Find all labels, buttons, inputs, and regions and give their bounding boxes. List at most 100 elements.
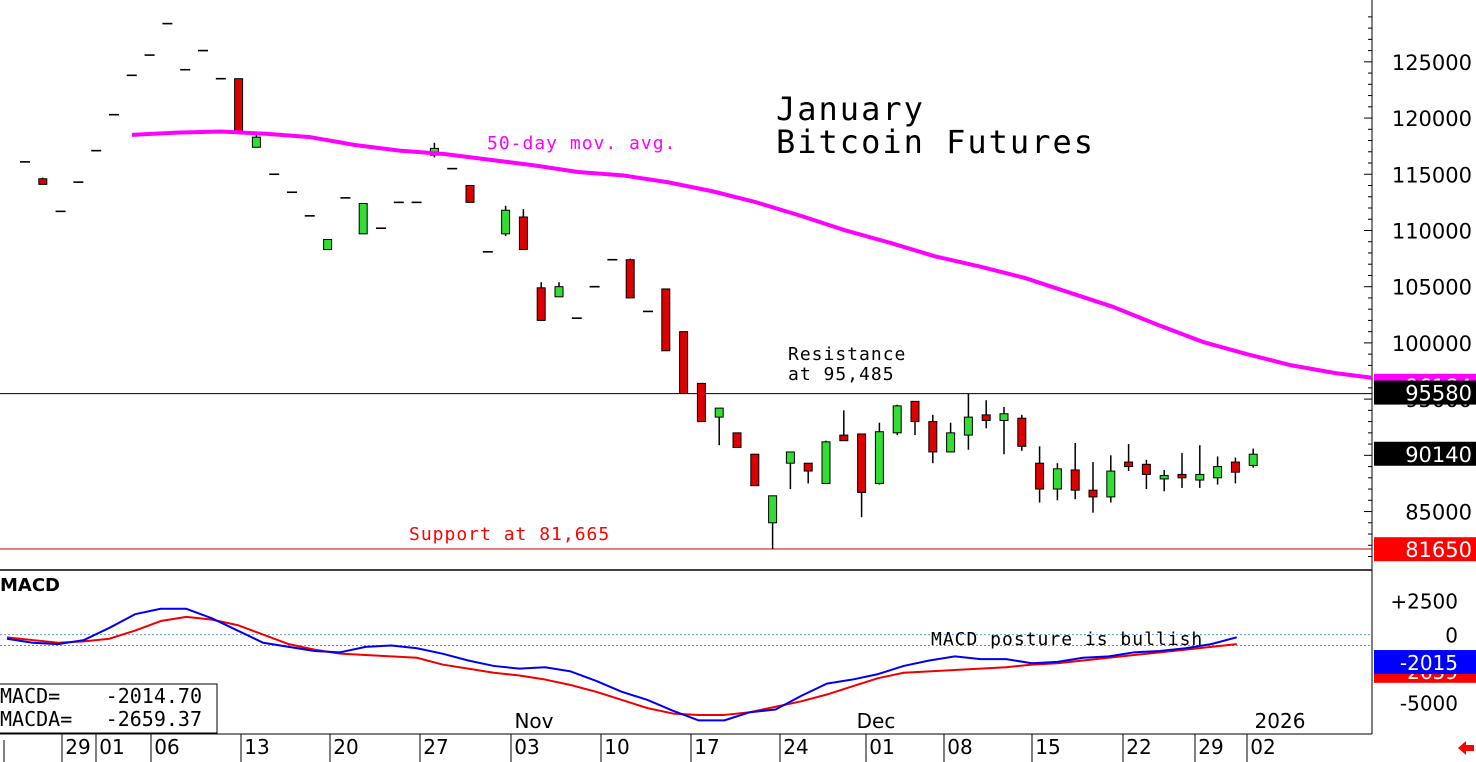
macd-panel-title: MACD: [0, 575, 60, 596]
candle-down: [732, 432, 742, 448]
reference-lines: [0, 393, 1372, 550]
x-tick-label: 06: [154, 735, 179, 759]
macd-annotation: MACD posture is bullish: [931, 629, 1203, 650]
x-tick-label: 22: [1126, 735, 1151, 759]
candle-down: [1230, 461, 1240, 473]
ma-50-line: [131, 129, 1373, 380]
candle-down: [910, 400, 920, 423]
candle-up: [1159, 475, 1169, 480]
candle-up: [1106, 470, 1116, 498]
x-tick-label: 29: [65, 735, 90, 759]
x-tick-label: 13: [244, 735, 269, 759]
price-tick-label: 125000: [1392, 51, 1472, 75]
moving-average-layer: [131, 129, 1373, 380]
x-tick-label: 08: [947, 735, 972, 759]
macd-badge-text: -2015: [1400, 651, 1458, 675]
price-tick-label: 100000: [1392, 332, 1472, 356]
candle-up: [892, 405, 902, 434]
candle-down: [1088, 489, 1098, 498]
candle-up: [714, 407, 724, 418]
macd-readout-label: MACD=: [0, 684, 60, 708]
candle-down: [1141, 463, 1151, 475]
candle-up: [1248, 453, 1258, 466]
x-tick-label: 17: [694, 735, 719, 759]
resistance-annotation-line1: Resistance: [788, 344, 906, 365]
x-tick-label: 01: [99, 735, 124, 759]
candle-up: [1052, 468, 1062, 490]
price-badges: 96184955809014081650: [1374, 373, 1476, 562]
candle-up: [1195, 473, 1205, 481]
candle-down: [1070, 469, 1080, 491]
x-tick-label: 15: [1035, 735, 1060, 759]
candle-up: [963, 416, 973, 436]
candlestick-series: [20, 22, 1258, 550]
candle-up: [785, 451, 795, 464]
macd-readout-box: [0, 683, 218, 734]
price-tick-label: 85000: [1405, 501, 1472, 525]
candle-down: [928, 421, 938, 453]
price-badge-text: 95580: [1405, 382, 1472, 406]
price-tick-label: 120000: [1392, 107, 1472, 131]
candle-up: [501, 209, 511, 235]
price-tick-label: 105000: [1392, 276, 1472, 300]
candle-down: [1017, 417, 1027, 447]
candle-up: [821, 441, 831, 484]
candle-down: [1124, 461, 1134, 468]
candle-up: [1213, 466, 1223, 479]
macd-tick-label: -5000: [1400, 692, 1458, 716]
candle-up: [946, 432, 956, 453]
x-tick-label: 01: [869, 735, 894, 759]
candle-down: [857, 433, 867, 493]
candle-down: [1035, 462, 1045, 490]
candle-up: [874, 431, 884, 484]
candle-down: [625, 259, 635, 299]
price-badge-text: 90140: [1405, 443, 1472, 467]
candle-down: [803, 462, 813, 472]
candle-up: [554, 286, 564, 298]
candle-up: [999, 413, 1009, 421]
candle-down: [679, 331, 689, 394]
macd-series: [6, 607, 1238, 722]
macda-line: [6, 615, 1237, 716]
candle-down: [465, 185, 475, 203]
price-tick-label: 115000: [1392, 163, 1472, 187]
x-month-label: Dec: [857, 709, 896, 733]
support-annotation: Support at 81,665: [409, 524, 610, 545]
macd-line: [6, 607, 1238, 722]
scroll-left-arrow-icon[interactable]: [1458, 741, 1474, 755]
x-tick-label: 20: [333, 735, 358, 759]
macd-y-axis: +25000-5000-2659-2015: [0, 590, 1476, 716]
candle-up: [358, 202, 368, 235]
price-badge: [1374, 537, 1476, 562]
resistance-annotation-line2: at 95,485: [788, 364, 895, 385]
candle-down: [750, 453, 760, 487]
candle-down: [234, 78, 244, 134]
x-month-label: 2026: [1255, 709, 1306, 733]
candle-down: [981, 414, 991, 421]
x-tick-label: 24: [783, 735, 808, 759]
candle-down: [38, 178, 48, 185]
candle-up: [323, 238, 333, 251]
candle-down: [1177, 473, 1187, 479]
candle-down: [536, 287, 546, 321]
price-y-axis: 8500090000950001000001050001100001150001…: [1364, 16, 1472, 558]
candle-down: [696, 382, 706, 423]
x-tick-label: 02: [1250, 735, 1275, 759]
x-tick-label: 03: [514, 735, 539, 759]
ma-annotation: 50-day mov. avg.: [487, 133, 676, 154]
macda-readout-value: -2659.37: [106, 707, 202, 731]
x-tick-label: 29: [1198, 735, 1223, 759]
macd-readout-value: -2014.70: [106, 684, 202, 708]
macd-tick-label: +2500: [1390, 590, 1458, 614]
chart-title-line1: January: [776, 90, 925, 128]
price-badge: [1374, 380, 1476, 405]
date-x-axis: 29 01 06 13 20 27 03 10 17 24 01 08 15 22 29 02 Nov Dec 20…: [3, 709, 1306, 762]
x-month-label: Nov: [514, 709, 553, 733]
price-badge-text: 81650: [1405, 538, 1472, 562]
macda-readout-label: MACDA=: [0, 707, 72, 731]
macd-tick-label: 0: [1445, 624, 1458, 648]
x-tick-label: 10: [604, 735, 629, 759]
price-badge: [1374, 441, 1476, 466]
chart-title-line2: Bitcoin Futures: [776, 123, 1095, 161]
